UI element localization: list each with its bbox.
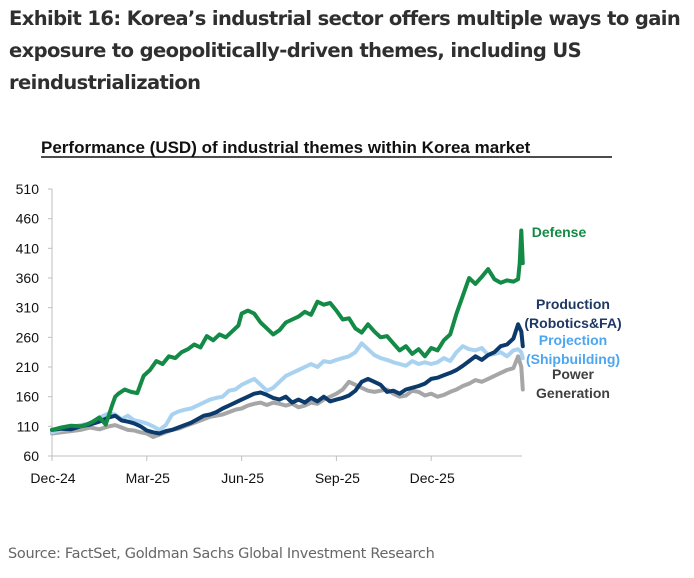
y-tick-label: 260 (16, 329, 40, 345)
y-tick-label: 360 (16, 270, 40, 286)
series-label: Projection (539, 332, 607, 348)
series-line-production-robotics-fa (50, 322, 525, 436)
y-tick-label: 160 (16, 389, 40, 405)
series-label: Power (552, 366, 595, 382)
x-tick-label: Jun-25 (221, 470, 264, 486)
y-tick-label: 60 (23, 448, 39, 464)
source-note: Source: FactSet, Goldman Sachs Global In… (8, 546, 435, 562)
axes: 60 110 160 210 260 310 360 410 460 510 Dec-24 Mar-2… (16, 181, 522, 486)
series-label: Production (536, 296, 610, 312)
series-label: (Robotics&FA) (524, 315, 621, 331)
y-tick-label: 210 (16, 359, 40, 375)
y-tick-label: 110 (17, 418, 40, 434)
performance-chart: Performance (USD) of industrial themes w… (16, 138, 622, 486)
x-tick-label: Mar-25 (126, 470, 171, 486)
y-tick-label: 310 (16, 300, 40, 316)
series-labels: Defense Production (Robotics&FA)Projection… (524, 224, 621, 401)
y-tick-label: 510 (16, 181, 40, 197)
exhibit-title: Exhibit 16: Korea’s industrial sector of… (9, 7, 681, 94)
chart-title: Performance (USD) of industrial themes w… (41, 138, 531, 157)
series-label: (Shipbuilding) (526, 351, 620, 367)
series-line-defense (50, 228, 525, 432)
y-tick-label: 410 (16, 240, 40, 256)
y-tick-label: 460 (16, 211, 40, 227)
series-lines (50, 228, 525, 439)
series-label: Generation (536, 385, 610, 401)
series-line-power-generation (50, 354, 525, 439)
series-label: Defense (532, 224, 587, 240)
x-tick-label: Dec-25 (410, 470, 455, 486)
x-tick-label: Dec-24 (30, 470, 75, 486)
series-line-projection-shipbuilding (50, 341, 525, 435)
x-tick-label: Sep-25 (315, 470, 360, 486)
